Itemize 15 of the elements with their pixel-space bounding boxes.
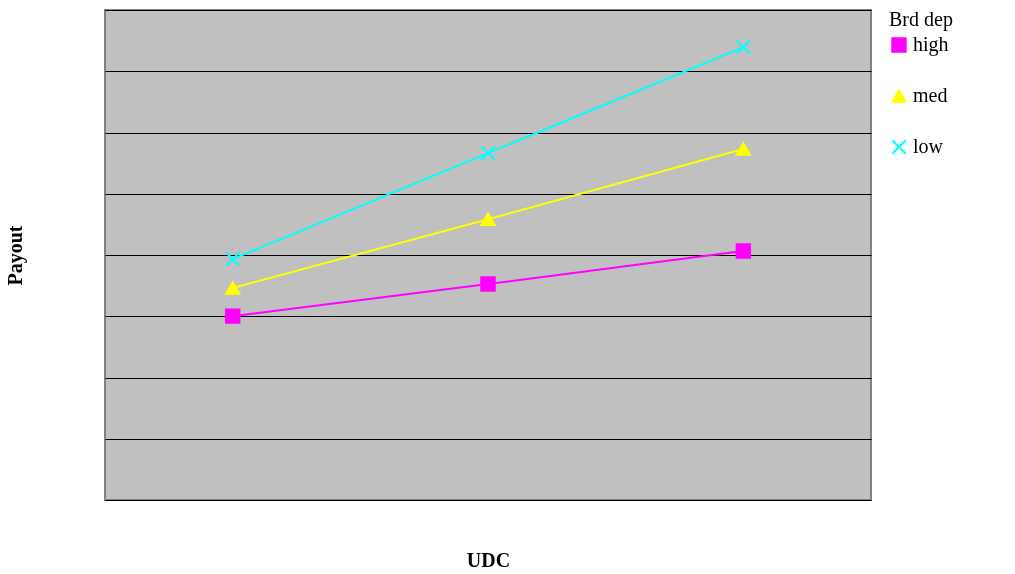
legend-label: low	[913, 135, 944, 157]
legend-title: Brd dep	[889, 8, 953, 31]
point	[735, 39, 752, 55]
point	[480, 276, 496, 292]
point	[224, 308, 241, 324]
point	[480, 145, 496, 161]
y-axis-title: Payout	[3, 225, 27, 286]
x-axis-title: UDC	[466, 548, 511, 571]
point	[735, 243, 752, 259]
legend-label: high	[913, 33, 949, 56]
point	[224, 251, 241, 267]
point	[480, 212, 496, 227]
legend-label: med	[913, 84, 948, 106]
point	[735, 142, 752, 156]
point	[224, 281, 241, 295]
